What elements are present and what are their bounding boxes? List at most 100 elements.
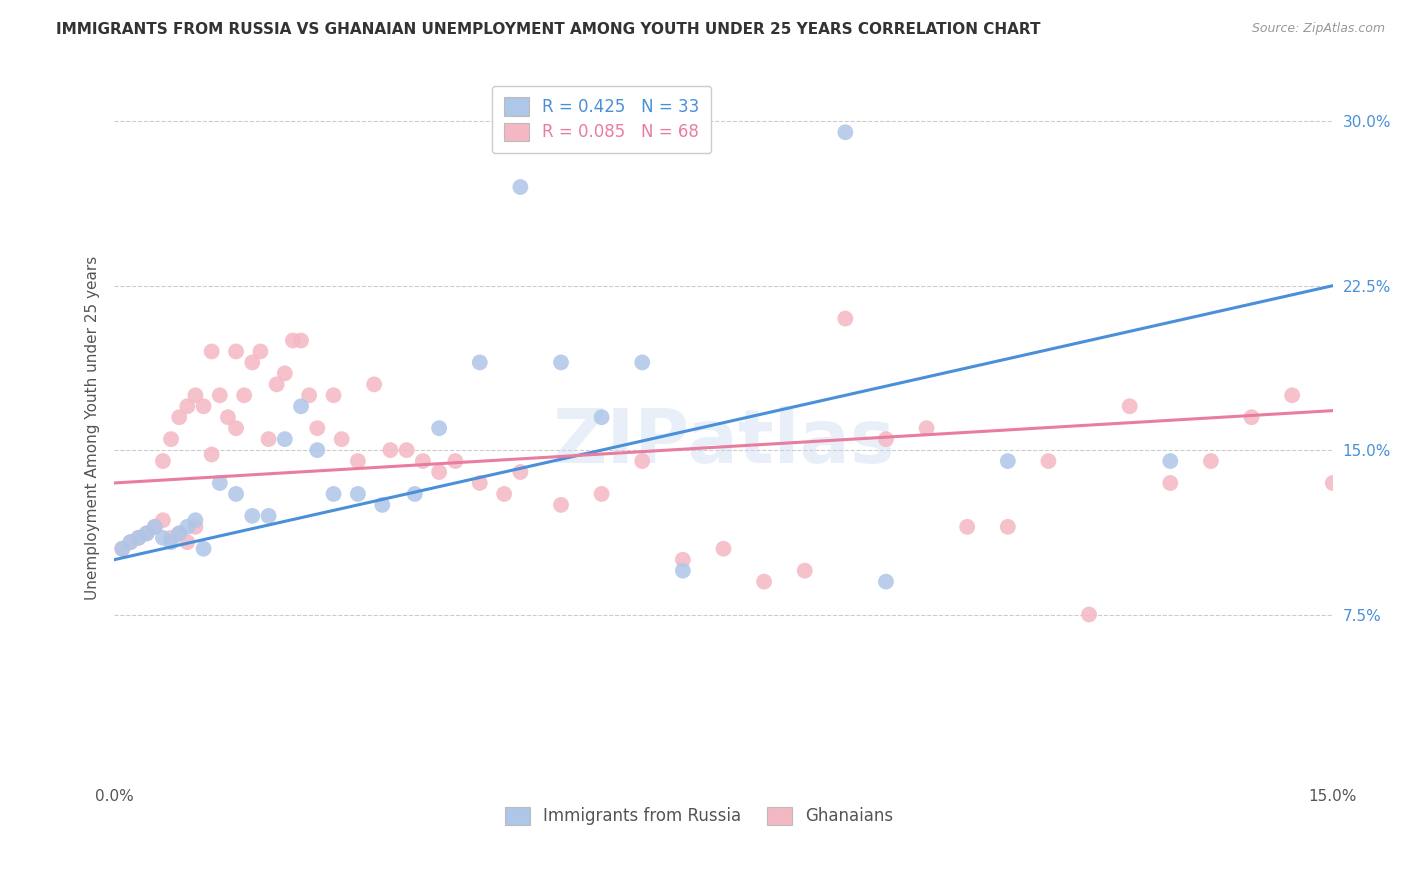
Point bbox=[176, 399, 198, 413]
Point bbox=[152, 513, 174, 527]
Point bbox=[217, 410, 239, 425]
Point bbox=[997, 520, 1019, 534]
Point bbox=[550, 498, 572, 512]
Point bbox=[176, 520, 198, 534]
Point bbox=[266, 377, 288, 392]
Point bbox=[347, 487, 370, 501]
Legend: Immigrants from Russia, Ghanaians: Immigrants from Russia, Ghanaians bbox=[496, 798, 901, 834]
Y-axis label: Unemployment Among Youth under 25 years: Unemployment Among Youth under 25 years bbox=[86, 256, 100, 600]
Point bbox=[257, 508, 280, 523]
Point bbox=[298, 388, 321, 402]
Point bbox=[1403, 465, 1406, 479]
Point bbox=[208, 475, 231, 490]
Point bbox=[672, 552, 695, 566]
Point bbox=[404, 487, 426, 501]
Point bbox=[672, 564, 695, 578]
Point bbox=[193, 541, 215, 556]
Point bbox=[120, 535, 142, 549]
Point bbox=[225, 421, 247, 435]
Point bbox=[111, 541, 134, 556]
Point bbox=[120, 535, 142, 549]
Point bbox=[225, 344, 247, 359]
Point bbox=[152, 454, 174, 468]
Point bbox=[233, 388, 256, 402]
Point bbox=[274, 432, 297, 446]
Point bbox=[834, 311, 856, 326]
Point bbox=[509, 465, 531, 479]
Point bbox=[160, 535, 183, 549]
Text: Source: ZipAtlas.com: Source: ZipAtlas.com bbox=[1251, 22, 1385, 36]
Point bbox=[550, 355, 572, 369]
Point bbox=[167, 410, 190, 425]
Point bbox=[225, 487, 247, 501]
Point bbox=[240, 508, 263, 523]
Point bbox=[591, 410, 613, 425]
Point bbox=[128, 531, 150, 545]
Point bbox=[427, 465, 450, 479]
Text: IMMIGRANTS FROM RUSSIA VS GHANAIAN UNEMPLOYMENT AMONG YOUTH UNDER 25 YEARS CORRE: IMMIGRANTS FROM RUSSIA VS GHANAIAN UNEMP… bbox=[56, 22, 1040, 37]
Point bbox=[128, 531, 150, 545]
Point bbox=[257, 432, 280, 446]
Point bbox=[249, 344, 271, 359]
Point bbox=[160, 432, 183, 446]
Point bbox=[307, 421, 329, 435]
Point bbox=[322, 388, 344, 402]
Point bbox=[167, 526, 190, 541]
Point bbox=[184, 513, 207, 527]
Point bbox=[494, 487, 516, 501]
Point bbox=[184, 388, 207, 402]
Point bbox=[631, 454, 654, 468]
Point bbox=[591, 487, 613, 501]
Point bbox=[274, 367, 297, 381]
Point bbox=[997, 454, 1019, 468]
Point bbox=[412, 454, 434, 468]
Point bbox=[176, 535, 198, 549]
Point bbox=[143, 520, 166, 534]
Point bbox=[1240, 410, 1263, 425]
Point bbox=[371, 498, 394, 512]
Point bbox=[290, 334, 312, 348]
Point bbox=[1159, 475, 1181, 490]
Point bbox=[468, 475, 491, 490]
Point bbox=[1038, 454, 1060, 468]
Point bbox=[240, 355, 263, 369]
Point bbox=[427, 421, 450, 435]
Point bbox=[875, 432, 897, 446]
Point bbox=[915, 421, 938, 435]
Point bbox=[793, 564, 815, 578]
Point bbox=[380, 443, 402, 458]
Point bbox=[713, 541, 735, 556]
Point bbox=[875, 574, 897, 589]
Point bbox=[111, 541, 134, 556]
Point bbox=[201, 344, 224, 359]
Point bbox=[1199, 454, 1222, 468]
Point bbox=[1281, 388, 1303, 402]
Point bbox=[290, 399, 312, 413]
Point bbox=[330, 432, 353, 446]
Point bbox=[834, 125, 856, 139]
Point bbox=[152, 531, 174, 545]
Point bbox=[167, 526, 190, 541]
Point bbox=[135, 526, 157, 541]
Point bbox=[347, 454, 370, 468]
Point bbox=[468, 355, 491, 369]
Point bbox=[395, 443, 418, 458]
Point bbox=[160, 531, 183, 545]
Point bbox=[307, 443, 329, 458]
Point bbox=[143, 520, 166, 534]
Point bbox=[1322, 475, 1344, 490]
Text: ZIPatlas: ZIPatlas bbox=[553, 406, 894, 479]
Point bbox=[752, 574, 775, 589]
Point bbox=[444, 454, 467, 468]
Point bbox=[193, 399, 215, 413]
Point bbox=[509, 180, 531, 194]
Point bbox=[208, 388, 231, 402]
Point bbox=[281, 334, 304, 348]
Point bbox=[201, 448, 224, 462]
Point bbox=[1078, 607, 1101, 622]
Point bbox=[322, 487, 344, 501]
Point bbox=[363, 377, 385, 392]
Point bbox=[184, 520, 207, 534]
Point bbox=[135, 526, 157, 541]
Point bbox=[1362, 487, 1385, 501]
